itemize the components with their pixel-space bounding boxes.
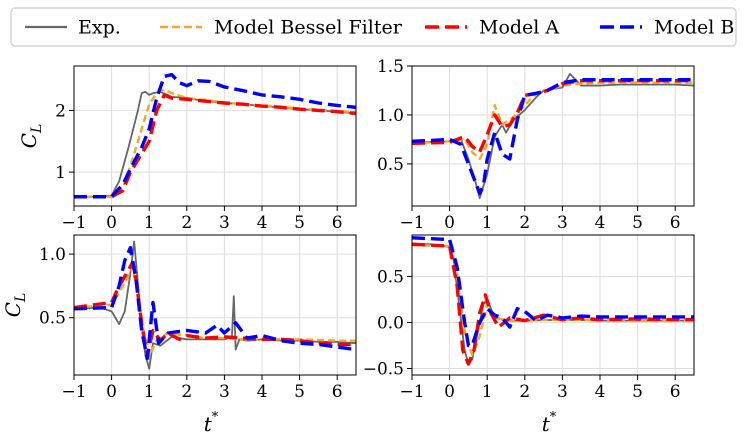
legend-label-exp: Exp. [78, 17, 121, 39]
bottom-right-series-model-b [412, 236, 694, 348]
top-left-ylabel: CL [17, 124, 45, 149]
bottom-right-xtick-label: −1 [399, 382, 424, 402]
top-right-xtick-label: 0 [444, 213, 455, 233]
legend-entry-bessel: Model Bessel Filter [160, 17, 403, 39]
legend-label-model-a: Model A [479, 17, 559, 39]
bottom-right-ytick-label: −0.5 [363, 360, 404, 380]
panel-bottom-left: −1 0 1 2 3 4 5 6 0.5 1.0 CL t* [1, 234, 357, 436]
bottom-left-xtick-label: 4 [257, 382, 268, 402]
bottom-right-xtick-label: 6 [670, 382, 681, 402]
legend: Exp. Model Bessel Filter Model A Model B [10, 7, 737, 47]
top-right-series-group [412, 72, 694, 200]
top-left-series-group [74, 72, 356, 199]
top-right-frame [411, 65, 695, 207]
top-left-xtick-label: −1 [61, 213, 86, 233]
bottom-left-series-model-bessel-filter [74, 265, 356, 358]
bottom-left-xtick-label: 1 [144, 382, 155, 402]
bottom-left-xtick-label: 3 [219, 382, 230, 402]
top-right-xtick-label: 2 [519, 213, 530, 233]
top-left-series-exp [74, 91, 356, 198]
bottom-left-series-model-a [74, 261, 356, 358]
top-right-xtick-label: 6 [670, 213, 681, 233]
top-left-xtick-label: 3 [219, 213, 230, 233]
legend-entry-model-b: Model B [600, 17, 734, 39]
top-right-xtick-label: −1 [399, 213, 424, 233]
bottom-right-xtick-label: 2 [519, 382, 530, 402]
top-right-xtick-label: 4 [595, 213, 606, 233]
bottom-left-series-exp [74, 240, 356, 370]
legend-label-model-b: Model B [654, 17, 734, 39]
top-left-xtick-label: 2 [181, 213, 192, 233]
top-left-series-model-a [74, 93, 356, 199]
bottom-right-xtick-label: 3 [557, 382, 568, 402]
legend-frame [10, 7, 737, 47]
legend-entry-exp: Exp. [25, 17, 121, 39]
top-right-ytick-label: 1.0 [377, 106, 404, 126]
top-left-xtick-label: 5 [294, 213, 305, 233]
bottom-left-ytick-label: 0.5 [39, 309, 66, 329]
bottom-left-xtick-label: 2 [181, 382, 192, 402]
top-left-xtick-label: 4 [257, 213, 268, 233]
bottom-right-xtick-label: 4 [595, 382, 606, 402]
bottom-left-xtick-label: −1 [61, 382, 86, 402]
bottom-left-frame [73, 234, 357, 376]
bottom-left-xtick-label: 6 [332, 382, 343, 402]
bottom-left-xlabel: t* [204, 410, 219, 436]
top-right-series-exp [412, 72, 694, 200]
top-left-frame [73, 65, 357, 207]
legend-label-bessel: Model Bessel Filter [214, 17, 403, 39]
top-right-xtick-label: 5 [632, 213, 643, 233]
top-right-xtick-label: 1 [482, 213, 493, 233]
panel-bottom-right: −1 0 1 2 3 4 5 6 −0.5 0.0 0.5 t* [363, 234, 695, 436]
bottom-left-ytick-label: 1.0 [39, 245, 66, 265]
bottom-left-series-group [74, 240, 356, 370]
bottom-left-series-model-b [74, 246, 356, 361]
top-left-xtick-label: 1 [144, 213, 155, 233]
bottom-left-xtick-label: 5 [294, 382, 305, 402]
top-left-series-model-bessel-filter [74, 88, 356, 198]
bottom-right-series-model-a [412, 242, 694, 366]
top-left-series-model-b [74, 72, 356, 199]
top-right-series-model-a [412, 78, 694, 154]
bottom-right-frame [411, 234, 695, 376]
panel-top-right: −1 0 1 2 3 4 5 6 0.5 1.0 1.5 [377, 57, 695, 233]
panel-top-left: −1 0 1 2 3 4 5 6 1 2 CL [17, 65, 357, 233]
bottom-right-xtick-label: 0 [444, 382, 455, 402]
bottom-right-xtick-label: 5 [632, 382, 643, 402]
top-right-ytick-label: 1.5 [377, 57, 404, 77]
bottom-left-xtick-label: 0 [106, 382, 117, 402]
bottom-right-ytick-label: 0.5 [377, 267, 404, 287]
bottom-right-ytick-label: 0.0 [377, 314, 404, 334]
top-right-ytick-label: 0.5 [377, 155, 404, 175]
top-left-xtick-label: 0 [106, 213, 117, 233]
top-left-ytick-label: 1 [55, 163, 66, 183]
bottom-right-series-group [412, 236, 694, 366]
top-right-series-model-bessel-filter [412, 81, 694, 161]
top-right-series-model-b [412, 78, 694, 195]
bottom-right-xtick-label: 1 [482, 382, 493, 402]
top-left-ytick-label: 2 [55, 101, 66, 121]
legend-entry-model-a: Model A [425, 17, 559, 39]
top-left-xtick-label: 6 [332, 213, 343, 233]
bottom-left-ylabel: CL [1, 293, 29, 318]
top-right-xtick-label: 3 [557, 213, 568, 233]
bottom-right-xlabel: t* [542, 410, 557, 436]
